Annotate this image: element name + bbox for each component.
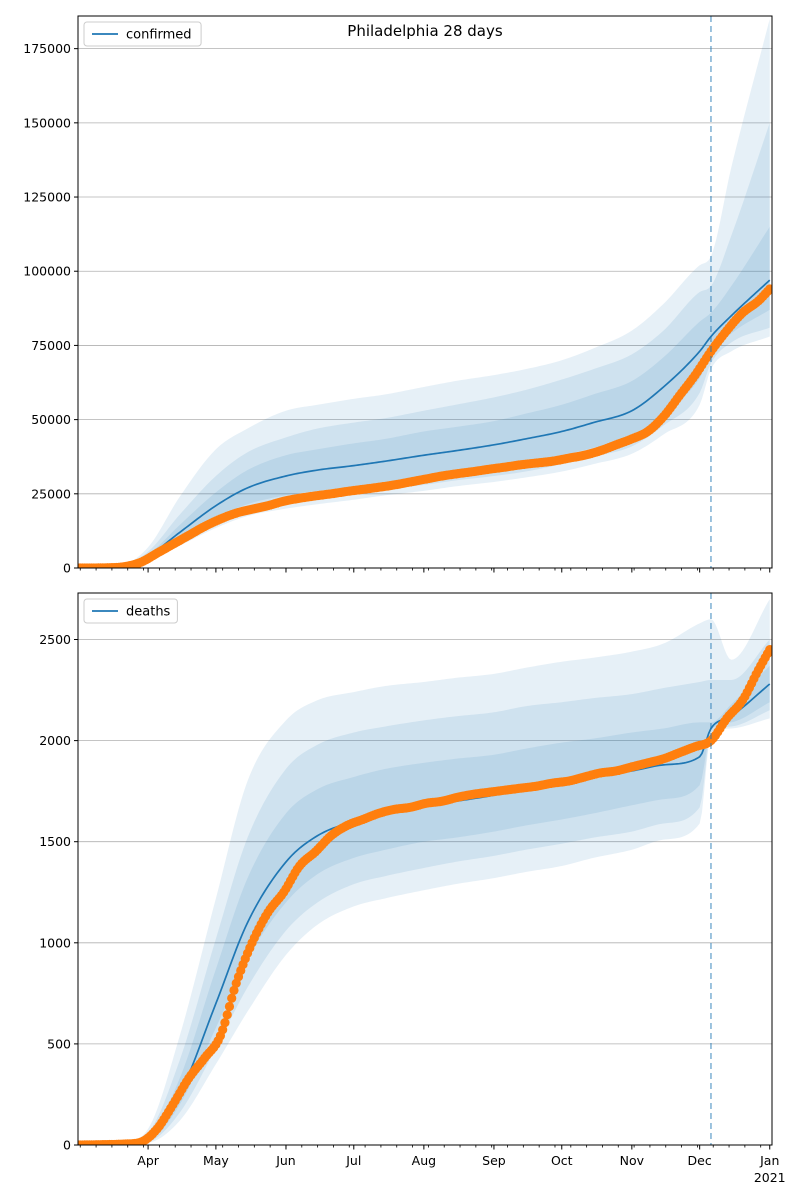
- y-tick-label: 50000: [31, 412, 71, 427]
- legend-box: [83, 21, 202, 47]
- x-tick-label: May: [203, 1153, 229, 1168]
- observed-points: [78, 284, 772, 568]
- uncertainty-band-middle: [78, 639, 770, 1145]
- x-tick-sublabel: 2021: [754, 1170, 786, 1185]
- deaths-panel: 0 500 1000 1500 2000 2500 Apr May Jun Jul Aug Sep Oc…: [39, 592, 786, 1185]
- y-tick-label: 175000: [23, 41, 71, 56]
- legend-label: confirmed: [126, 28, 192, 43]
- x-tick-label: Nov: [620, 1153, 645, 1168]
- y-tick-label: 2000: [39, 733, 71, 748]
- y-tick-label: 75000: [31, 338, 71, 353]
- legend: confirmed: [83, 21, 202, 47]
- observed-points: [78, 645, 772, 1145]
- uncertainty-band-outer: [78, 18, 770, 568]
- y-tick-label: 1000: [39, 935, 71, 950]
- y-axis: 0 25000 50000 75000 100000 125000 150000 175000: [23, 41, 78, 576]
- observed-point: [227, 993, 237, 1003]
- x-tick-label: Sep: [482, 1153, 506, 1168]
- y-axis: 0 500 1000 1500 2000 2500: [39, 632, 78, 1153]
- x-tick-label: Oct: [551, 1153, 573, 1168]
- chart-title: Philadelphia 28 days: [347, 22, 503, 40]
- observed-point: [222, 1010, 232, 1020]
- uncertainty-band-inner: [78, 226, 770, 568]
- y-tick-label: 500: [47, 1036, 71, 1051]
- y-tick-label: 0: [63, 1138, 71, 1153]
- observed-point: [224, 1001, 235, 1012]
- y-tick-label: 25000: [31, 486, 71, 501]
- x-axis: [79, 568, 771, 573]
- observed-point: [765, 645, 772, 655]
- observed-point: [220, 1018, 230, 1028]
- x-tick-label: Apr: [137, 1153, 159, 1168]
- uncertainty-band-inner: [78, 665, 770, 1145]
- uncertainty-band-outer: [78, 599, 770, 1145]
- x-tick-label: Aug: [412, 1153, 436, 1168]
- y-tick-label: 125000: [23, 190, 71, 205]
- observed-point: [765, 284, 772, 294]
- axes-frame: [77, 592, 773, 1146]
- x-tick-label: Jan: [759, 1153, 779, 1168]
- observed-point: [218, 1025, 228, 1035]
- axes-frame: [77, 15, 773, 569]
- y-tick-label: 1500: [39, 834, 71, 849]
- uncertainty-band-middle: [78, 122, 770, 568]
- y-tick-label: 150000: [23, 115, 71, 130]
- legend: deaths: [83, 598, 178, 624]
- x-tick-label: Dec: [688, 1153, 712, 1168]
- y-tick-label: 100000: [23, 264, 71, 279]
- plot-area: [78, 599, 772, 1145]
- y-tick-label: 0: [63, 561, 71, 576]
- median-line: [78, 279, 771, 568]
- x-tick-label: Jul: [345, 1153, 361, 1168]
- plot-area: [78, 18, 772, 568]
- y-tick-label: 2500: [39, 632, 71, 647]
- legend-label: deaths: [126, 605, 171, 620]
- legend-box: [83, 598, 178, 624]
- x-tick-label: Jun: [275, 1153, 296, 1168]
- confirmed-panel: 0 25000 50000 75000 100000 125000 150000 175000…: [23, 15, 773, 576]
- observed-point: [229, 985, 239, 995]
- x-axis: Apr May Jun Jul Aug Sep Oct Nov Dec Jan 2021: [79, 1145, 786, 1185]
